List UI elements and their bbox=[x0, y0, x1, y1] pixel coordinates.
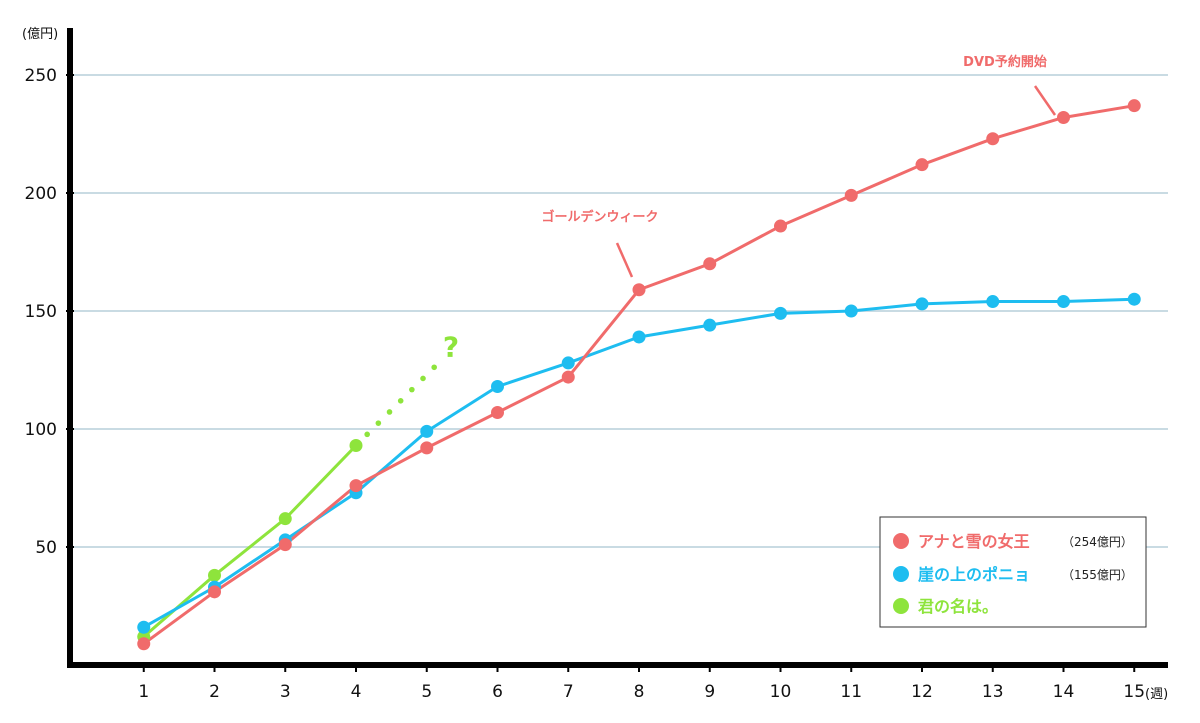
data-point bbox=[703, 257, 717, 271]
legend-label-kiminonawa: 君の名は。 bbox=[918, 597, 998, 616]
x-tick-label: 9 bbox=[704, 682, 715, 702]
projection-dot bbox=[397, 398, 404, 404]
projection-dot bbox=[409, 386, 415, 393]
x-tick-label: 15 bbox=[1123, 682, 1145, 702]
data-point bbox=[986, 132, 1000, 146]
y-tick-label: 100 bbox=[25, 420, 57, 440]
axes: (億円) (週) bbox=[22, 26, 1168, 702]
projection-dot bbox=[431, 364, 437, 371]
data-point bbox=[420, 424, 434, 438]
data-point bbox=[1057, 295, 1070, 309]
data-point bbox=[774, 306, 787, 320]
data-point bbox=[278, 538, 292, 552]
data-point bbox=[208, 568, 221, 582]
x-tick-label: 14 bbox=[1053, 682, 1075, 702]
y-tick-label: 50 bbox=[35, 538, 57, 558]
data-point bbox=[632, 330, 646, 344]
legend-marker-ponyo bbox=[893, 566, 909, 582]
data-point bbox=[632, 283, 646, 297]
gridlines bbox=[70, 74, 1168, 548]
data-point bbox=[844, 188, 858, 202]
annotation-leader bbox=[1033, 85, 1057, 116]
legend-note-ponyo: （155億円） bbox=[1062, 568, 1133, 582]
data-point bbox=[349, 479, 363, 493]
x-tick-label: 7 bbox=[563, 682, 574, 702]
data-point bbox=[1127, 99, 1141, 113]
x-tick-label: 1 bbox=[138, 682, 149, 702]
legend: アナと雪の女王 （254億円） 崖の上のポニョ （155億円） 君の名は。 bbox=[879, 516, 1147, 628]
legend-label-ponyo: 崖の上のポニョ bbox=[917, 565, 1030, 584]
projection-dot bbox=[364, 431, 370, 438]
data-point bbox=[703, 318, 717, 332]
data-point bbox=[137, 620, 151, 634]
projection-dot bbox=[375, 420, 382, 426]
x-tick-label: 6 bbox=[492, 682, 503, 702]
data-point bbox=[986, 295, 1000, 309]
data-point bbox=[1057, 110, 1070, 124]
data-point bbox=[915, 297, 929, 311]
projection-dot bbox=[420, 375, 426, 382]
data-point bbox=[561, 370, 575, 384]
y-axis-unit-label: (億円) bbox=[22, 26, 58, 42]
x-axis-unit-label: (週) bbox=[1145, 687, 1168, 702]
x-tick-label: 13 bbox=[982, 682, 1004, 702]
annotation-label: ゴールデンウィーク bbox=[541, 209, 658, 225]
annotation-label: DVD予約開始 bbox=[963, 54, 1047, 70]
legend-marker-anna bbox=[893, 533, 909, 549]
data-point bbox=[278, 512, 292, 526]
x-tick-label: 5 bbox=[421, 682, 432, 702]
x-tick-label: 3 bbox=[280, 682, 291, 702]
x-tick-label: 11 bbox=[840, 682, 862, 702]
data-point bbox=[491, 405, 504, 419]
annotation-leader bbox=[615, 242, 634, 278]
data-point bbox=[844, 304, 858, 318]
annotations: ゴールデンウィーク DVD予約開始 bbox=[541, 54, 1057, 278]
data-point bbox=[491, 380, 504, 394]
data-point bbox=[137, 637, 151, 651]
x-tick-label: 10 bbox=[770, 682, 792, 702]
y-tick-label: 150 bbox=[25, 302, 57, 322]
legend-marker-kiminonawa bbox=[893, 598, 909, 614]
legend-label-anna: アナと雪の女王 bbox=[918, 532, 1030, 551]
x-tick-label: 8 bbox=[634, 682, 645, 702]
data-point bbox=[349, 439, 363, 453]
x-tick-label: 2 bbox=[209, 682, 220, 702]
y-tick-label: 200 bbox=[25, 184, 57, 204]
data-point bbox=[774, 219, 787, 233]
data-point bbox=[208, 585, 221, 599]
legend-box bbox=[879, 516, 1147, 628]
data-point bbox=[915, 158, 929, 172]
data-point bbox=[1127, 292, 1141, 306]
data-point bbox=[420, 441, 434, 455]
x-tick-label: 12 bbox=[911, 682, 933, 702]
data-point bbox=[561, 356, 575, 370]
x-tick-label: 4 bbox=[351, 682, 362, 702]
projection-question-mark: ? bbox=[443, 331, 459, 364]
projection-dot bbox=[386, 409, 393, 415]
series-lines: ? bbox=[137, 99, 1141, 651]
legend-note-anna: （254億円） bbox=[1062, 535, 1133, 549]
y-tick-label: 250 bbox=[25, 66, 57, 86]
